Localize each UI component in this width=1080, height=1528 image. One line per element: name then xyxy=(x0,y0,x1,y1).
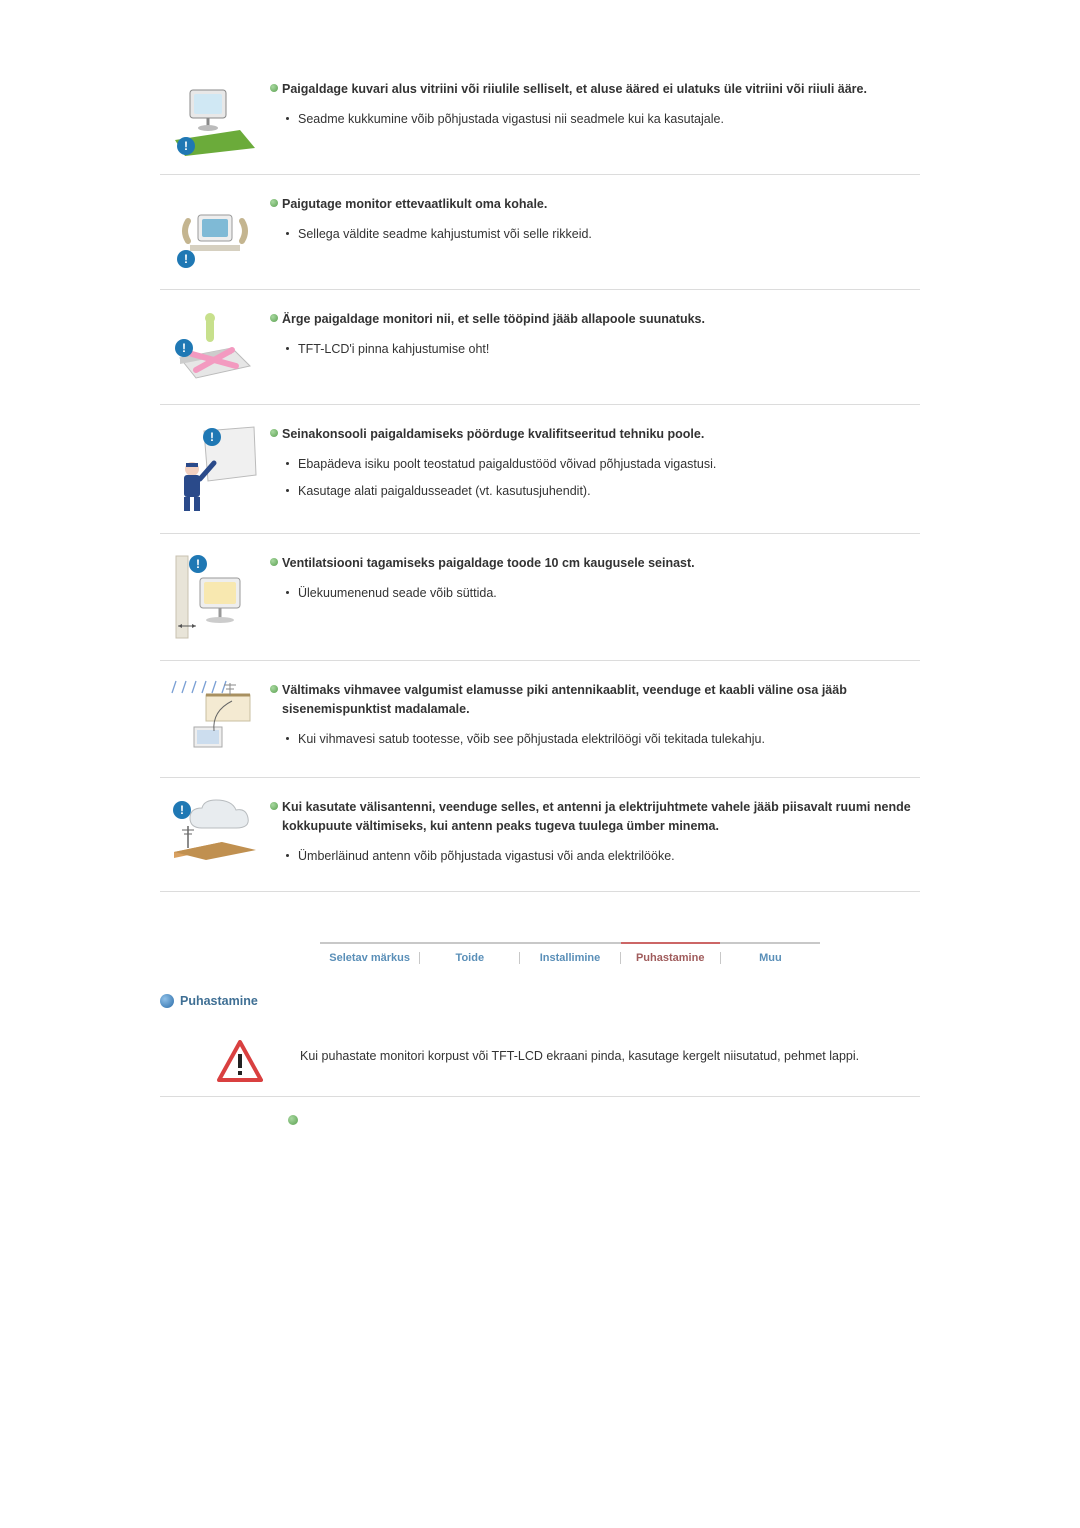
safety-section: ! Ventilatsiooni tagamiseks paigaldage t… xyxy=(160,534,920,661)
section-text: Paigutage monitor ettevaatlikult oma koh… xyxy=(270,193,920,251)
safety-section: ! Paigutage monitor ettevaatlikult oma k… xyxy=(160,175,920,290)
section-text: Ventilatsiooni tagamiseks paigaldage too… xyxy=(270,552,920,610)
svg-text:!: ! xyxy=(210,430,214,444)
section-heading: Ventilatsiooni tagamiseks paigaldage too… xyxy=(270,554,920,573)
section-heading: Paigutage monitor ettevaatlikult oma koh… xyxy=(270,195,920,214)
section-text: Ärge paigaldage monitori nii, et selle t… xyxy=(270,308,920,366)
heading-text: Kui kasutate välisantenni, veenduge sell… xyxy=(282,798,920,836)
safety-section: ! Paigaldage kuvari alus vitriini või ri… xyxy=(160,60,920,175)
list-item: Ebapädeva isiku poolt teostatud paigaldu… xyxy=(298,454,920,475)
bullet-icon xyxy=(270,314,278,322)
list-item: Kui vihmavesi satub tootesse, võib see p… xyxy=(298,729,920,750)
tab-cleaning[interactable]: Puhastamine xyxy=(621,952,721,964)
section-tabs: Seletav märkus Toide Installimine Puhast… xyxy=(320,942,820,964)
bullet-icon xyxy=(270,802,278,810)
list-item: Ülekuumenenud seade võib süttida. xyxy=(298,583,920,604)
illustration-antenna-wind: ! xyxy=(160,796,270,862)
bullet-icon xyxy=(270,685,278,693)
illustration-face-down: ! xyxy=(160,308,270,386)
safety-section: ! Kui kasutate välisantenni, veenduge se… xyxy=(160,778,920,892)
illustration-falling-monitor: ! xyxy=(160,78,270,156)
svg-text:!: ! xyxy=(184,139,188,153)
bullet-icon xyxy=(270,199,278,207)
cleaning-note: Kui puhastate monitori korpust või TFT-L… xyxy=(160,1026,920,1097)
svg-text:!: ! xyxy=(184,252,188,266)
bullet-list: Seadme kukkumine võib põhjustada vigastu… xyxy=(270,109,920,130)
heading-text: Paigaldage kuvari alus vitriini või riiu… xyxy=(282,80,867,99)
safety-section: ! Seinakonsooli paigaldamiseks pöörduge … xyxy=(160,405,920,534)
illustration-wall-mount-technician: ! xyxy=(160,423,270,515)
bullet-list: Ümberläinud antenn võib põhjustada vigas… xyxy=(270,846,920,867)
tab-other[interactable]: Muu xyxy=(721,952,820,964)
section-text: Seinakonsooli paigaldamiseks pöörduge kv… xyxy=(270,423,920,508)
warning-triangle-icon xyxy=(180,1040,300,1082)
heading-text: Ventilatsiooni tagamiseks paigaldage too… xyxy=(282,554,695,573)
section-heading: Ärge paigaldage monitori nii, et selle t… xyxy=(270,310,920,329)
illustration-antenna-rain xyxy=(160,679,270,759)
illustration-place-carefully: ! xyxy=(160,193,270,271)
section-text: Paigaldage kuvari alus vitriini või riiu… xyxy=(270,78,920,136)
section-text: Kui kasutate välisantenni, veenduge sell… xyxy=(270,796,920,873)
note-text: Kui puhastate monitori korpust või TFT-L… xyxy=(300,1040,920,1066)
bullet-icon xyxy=(288,1115,298,1125)
bullet-list: Sellega väldite seadme kahjustumist või … xyxy=(270,224,920,245)
bullet-list: Kui vihmavesi satub tootesse, võib see p… xyxy=(270,729,920,750)
svg-text:!: ! xyxy=(180,803,184,817)
section-heading: Kui kasutate välisantenni, veenduge sell… xyxy=(270,798,920,836)
list-item: Sellega väldite seadme kahjustumist või … xyxy=(298,224,920,245)
heading-text: Seinakonsooli paigaldamiseks pöörduge kv… xyxy=(282,425,704,444)
bullet-list: TFT-LCD'i pinna kahjustumise oht! xyxy=(270,339,920,360)
svg-text:!: ! xyxy=(182,341,186,355)
bullet-icon xyxy=(270,84,278,92)
safety-section: ! Ärge paigaldage monitori nii, et selle… xyxy=(160,290,920,405)
heading-text: Ärge paigaldage monitori nii, et selle t… xyxy=(282,310,705,329)
safety-section: Vältimaks vihmavee valgumist elamusse pi… xyxy=(160,661,920,778)
list-item: Ümberläinud antenn võib põhjustada vigas… xyxy=(298,846,920,867)
heading-text: Vältimaks vihmavee valgumist elamusse pi… xyxy=(282,681,920,719)
svg-text:!: ! xyxy=(196,557,200,571)
bullet-list: Ebapädeva isiku poolt teostatud paigaldu… xyxy=(270,454,920,503)
subsection-title-row: Puhastamine xyxy=(160,994,920,1008)
section-heading: Seinakonsooli paigaldamiseks pöörduge kv… xyxy=(270,425,920,444)
bullet-icon xyxy=(270,558,278,566)
list-item: TFT-LCD'i pinna kahjustumise oht! xyxy=(298,339,920,360)
section-text: Vältimaks vihmavee valgumist elamusse pi… xyxy=(270,679,920,756)
section-heading: Vältimaks vihmavee valgumist elamusse pi… xyxy=(270,681,920,719)
illustration-ventilation-wall: ! xyxy=(160,552,270,642)
heading-text: Paigutage monitor ettevaatlikult oma koh… xyxy=(282,195,547,214)
bullet-icon xyxy=(270,429,278,437)
list-item: Seadme kukkumine võib põhjustada vigastu… xyxy=(298,109,920,130)
tab-installation[interactable]: Installimine xyxy=(520,952,620,964)
tab-notation[interactable]: Seletav märkus xyxy=(320,952,420,964)
tab-power[interactable]: Toide xyxy=(420,952,520,964)
subsection-title: Puhastamine xyxy=(180,994,258,1008)
bullet-list: Ülekuumenenud seade võib süttida. xyxy=(270,583,920,604)
list-item: Kasutage alati paigaldusseadet (vt. kasu… xyxy=(298,481,920,502)
dot-icon xyxy=(160,994,174,1008)
section-heading: Paigaldage kuvari alus vitriini või riiu… xyxy=(270,80,920,99)
